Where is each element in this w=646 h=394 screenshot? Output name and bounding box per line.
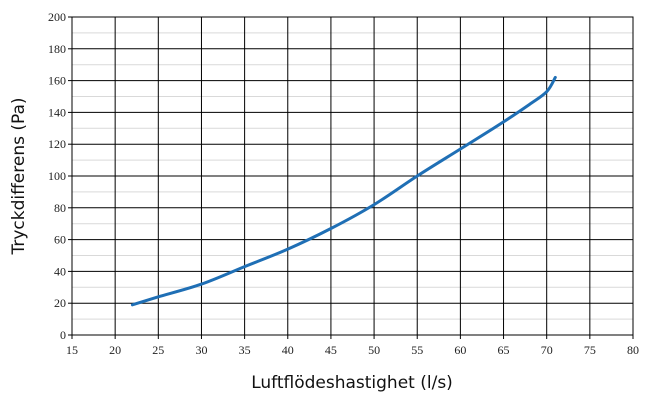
y-tick-label: 20 <box>54 296 66 310</box>
y-tick-label: 0 <box>60 328 66 342</box>
x-axis-title: Luftflödeshastighet (l/s) <box>251 373 453 393</box>
y-tick-label: 180 <box>48 42 66 56</box>
x-tick-label: 75 <box>584 343 596 357</box>
y-tick-label: 120 <box>48 137 66 151</box>
x-tick-label: 15 <box>66 343 78 357</box>
x-tick-label: 65 <box>498 343 510 357</box>
x-tick-label: 70 <box>541 343 553 357</box>
x-tick-label: 45 <box>325 343 337 357</box>
y-tick-label: 200 <box>48 10 66 24</box>
x-tick-label: 40 <box>282 343 294 357</box>
x-tick-label: 60 <box>454 343 466 357</box>
y-tick-label: 60 <box>54 233 66 247</box>
y-tick-label: 160 <box>48 74 66 88</box>
y-axis-title: Tryckdifferens (Pa) <box>9 97 29 255</box>
y-tick-label: 100 <box>48 169 66 183</box>
plot-frame <box>71 16 634 336</box>
x-tick-label: 55 <box>411 343 423 357</box>
x-tick-label: 25 <box>152 343 164 357</box>
y-tick-label: 40 <box>54 264 66 278</box>
x-tick-label: 35 <box>239 343 251 357</box>
x-tick-label: 50 <box>368 343 380 357</box>
x-tick-labels: 15 20 25 30 35 40 45 50 55 60 65 70 75 80 <box>66 343 639 357</box>
y-tick-label: 140 <box>48 105 66 119</box>
minor-gridlines <box>72 32 633 320</box>
major-gridlines <box>68 16 634 339</box>
x-tick-label: 30 <box>195 343 207 357</box>
series-line <box>130 75 557 307</box>
y-tick-label: 80 <box>54 201 66 215</box>
x-tick-label: 20 <box>109 343 121 357</box>
y-tick-labels: 0 20 40 60 80 100 120 140 160 180 200 <box>48 10 66 342</box>
x-tick-label: 80 <box>627 343 639 357</box>
